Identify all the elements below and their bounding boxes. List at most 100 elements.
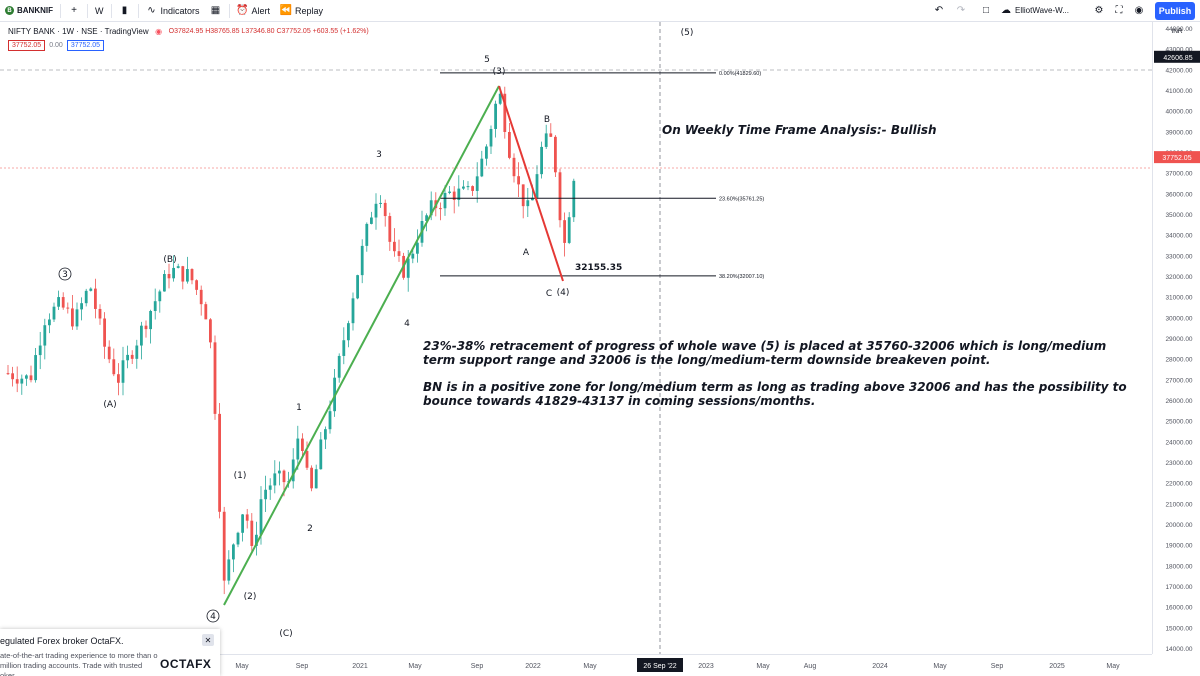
chart-legend: NIFTY BANK · 1W · NSE · TradingView ◉ O3… <box>8 25 369 37</box>
time-axis[interactable]: May Sep 2021 May Sep 2022 May 2023 May Aug 2024 May… <box>0 654 1152 676</box>
candle-body <box>149 310 152 330</box>
replay-button[interactable]: ⏪ Replay <box>275 0 328 22</box>
time-tick: Aug <box>804 663 817 670</box>
wave-label: 4 <box>210 612 216 622</box>
candle-body <box>554 136 557 173</box>
candle-body <box>305 450 309 468</box>
wave-labels: (1) (2) (3) (4) (5) (A) (B) (C) 1 2 3 4 5 A B C 3 4 32155.… <box>58 28 693 639</box>
eye-icon[interactable]: ◉ <box>155 26 163 36</box>
price-tick: 27000.00 <box>1165 377 1192 384</box>
candle-body <box>351 298 355 324</box>
price-tick: 25000.00 <box>1165 419 1192 426</box>
layout-menu-button[interactable]: ☁ ElliotWave-W... <box>995 0 1074 22</box>
time-tick: 2024 <box>872 663 888 670</box>
alarm-icon: ⏰ <box>236 5 249 16</box>
buy-price[interactable]: 37752.05 <box>66 40 105 51</box>
settings-button[interactable]: ⚙ <box>1088 0 1110 22</box>
candle-body <box>130 354 134 359</box>
candle-body <box>485 146 488 159</box>
layout-name-label: ElliotWave-W... <box>1015 6 1069 15</box>
sell-price[interactable]: 37752.05 <box>8 40 46 51</box>
candle-body <box>356 275 359 299</box>
last-price-tag <box>1154 151 1200 164</box>
candle-body <box>429 200 433 216</box>
candle-body <box>328 411 332 430</box>
price-tick: 34000.00 <box>1165 233 1192 240</box>
layout-toggle-button[interactable]: □ <box>975 0 997 22</box>
candle-body <box>121 360 125 383</box>
candle-body <box>314 469 318 489</box>
candle-body <box>416 242 419 254</box>
ad-body: ate-of-the-art trading experience to mor… <box>0 651 158 676</box>
redo-button[interactable]: ↷ <box>950 0 972 22</box>
candle-body <box>222 511 226 581</box>
legend-ohlc: O37824.95 H38765.85 L37346.80 C37752.05 … <box>168 27 369 35</box>
price-tick: 44000.00 <box>1165 26 1192 33</box>
candle-body <box>250 520 254 546</box>
undo-button[interactable]: ↶ <box>928 0 950 22</box>
candle-body <box>452 191 456 201</box>
candle-body <box>43 325 47 346</box>
candle-body <box>494 103 497 129</box>
time-tick: 2023 <box>698 663 714 670</box>
price-tick: 36000.00 <box>1165 191 1192 198</box>
candle-body <box>567 217 571 243</box>
wave-label: 4 <box>404 319 410 329</box>
fib-label: 38.20%(32007.10) <box>719 274 764 280</box>
indicators-button[interactable]: ∿ Indicators <box>141 0 205 22</box>
alert-button[interactable]: ⏰ Alert <box>232 0 276 22</box>
candle-body <box>15 379 19 384</box>
candle-body <box>38 345 42 356</box>
candle-body <box>163 274 166 292</box>
close-icon[interactable]: ✕ <box>202 634 214 646</box>
price-tick: 37000.00 <box>1165 171 1192 178</box>
trend-line-up <box>223 85 500 606</box>
candle-body <box>94 288 97 309</box>
candle-body <box>425 215 428 222</box>
ad-popup[interactable]: egulated Forex broker OctaFX. ate-of-the… <box>0 629 220 676</box>
candle-body <box>448 191 451 193</box>
publish-button[interactable]: Publish <box>1155 2 1195 20</box>
candle-body <box>393 241 396 252</box>
fib-label: 0.00%(41829.60) <box>719 71 761 77</box>
templates-button[interactable]: ▦ <box>205 0 227 22</box>
fib-label: 23.60%(35761.25) <box>719 196 764 202</box>
candle-body <box>195 280 198 290</box>
price-tick: 16000.00 <box>1165 605 1192 612</box>
candle-body <box>379 202 382 204</box>
interval-button[interactable]: W <box>90 0 109 22</box>
snapshot-button[interactable]: ◉ <box>1128 0 1150 22</box>
price-axis[interactable]: 44000.00 43000.00 42000.00 41000.00 40000.00… <box>1152 22 1200 654</box>
price-chart[interactable]: 0.00%(41829.60) 23.60%(35761.25) 38.20%(32… <box>0 22 1152 654</box>
chart-type-button[interactable]: ▮ <box>114 0 136 22</box>
currency-label: INR <box>1171 28 1183 35</box>
symbol-search-button[interactable]: B BANKNIF <box>0 0 58 22</box>
retracement-annotation: 23%-38% retracement of progress of whole… <box>423 339 1107 367</box>
price-tick: 41000.00 <box>1165 88 1192 95</box>
spread-value: 0.00 <box>49 42 63 49</box>
candle-body <box>176 266 180 268</box>
candle-body <box>572 180 576 218</box>
gear-icon: ⚙ <box>1094 5 1104 16</box>
wave-label: 1 <box>296 403 302 413</box>
candle-body <box>34 355 37 381</box>
crosshair-price-tag <box>1154 50 1200 63</box>
candle-body <box>232 544 235 560</box>
candle-body <box>126 354 129 361</box>
wave-label: (3) <box>493 67 506 77</box>
fullscreen-button[interactable]: ⛶ <box>1108 0 1130 22</box>
time-tick: Sep <box>471 663 484 670</box>
crosshair-date-tag <box>637 658 683 672</box>
wave-label: A <box>523 248 530 258</box>
time-tick: May <box>1106 663 1120 670</box>
low-price-label: 32155.35 <box>575 263 622 273</box>
candle-body <box>273 473 277 486</box>
price-tick: 26000.00 <box>1165 398 1192 405</box>
candle-body <box>535 174 539 198</box>
candle-body <box>517 176 520 185</box>
candle-body <box>80 303 83 310</box>
candle-body <box>498 93 502 104</box>
price-tick: 18000.00 <box>1165 563 1192 570</box>
candle-body <box>360 245 364 276</box>
compare-button[interactable]: + <box>63 0 85 22</box>
